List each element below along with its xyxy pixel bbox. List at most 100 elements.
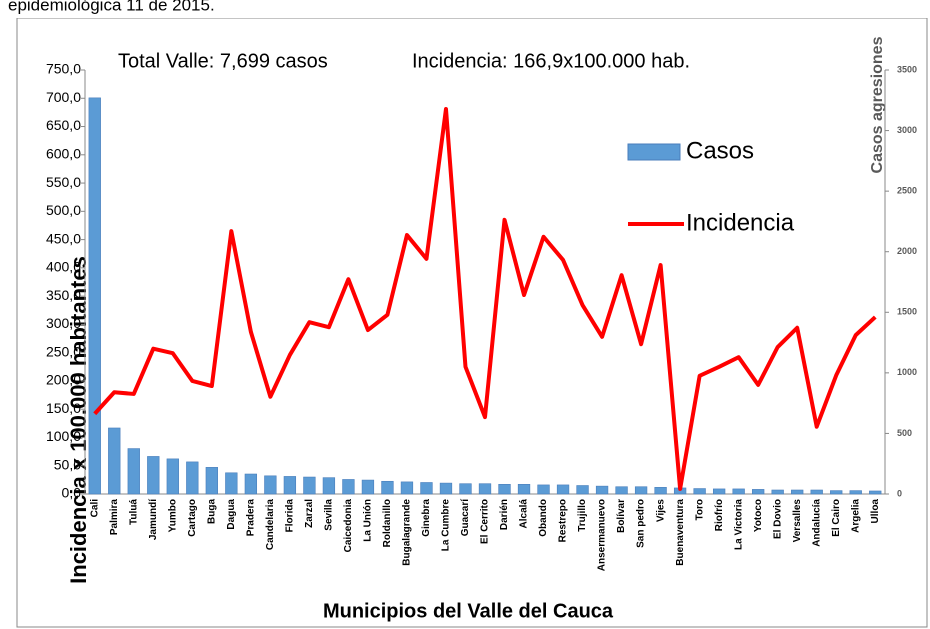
chart-title: Total Valle: 7,699 casos (118, 50, 328, 72)
x-tick-label: El Cerrito (480, 499, 491, 544)
bar (869, 490, 882, 495)
y-tick-label: 450,0 (46, 230, 81, 246)
y2-axis-title: Casos agresiones (869, 36, 886, 173)
bar (322, 477, 336, 495)
x-tick-label: Darién (499, 499, 510, 530)
x-tick-label: Ansermanuevo (597, 499, 608, 571)
bar (830, 490, 843, 495)
bar (88, 97, 101, 495)
bar (166, 458, 179, 495)
page-top (0, 0, 930, 18)
y-tick-label: 250,0 (46, 343, 81, 359)
x-tick-label: San pedro (636, 499, 647, 548)
y-tick-label: 650,0 (46, 117, 81, 133)
x-tick-label: La Victoria (733, 499, 744, 550)
bar (615, 486, 628, 495)
bar (459, 483, 472, 495)
bar (712, 488, 726, 495)
x-tick-label: Ulloa (870, 499, 881, 524)
y2-tick-label: 1500 (897, 307, 917, 317)
bar (400, 481, 414, 495)
bar (556, 484, 570, 495)
y2-tick-label: 0 (897, 488, 902, 498)
x-tick-label: Guacarí (460, 498, 471, 536)
y-tick-label: 750,0 (46, 61, 81, 77)
x-tick-label: El Dovio (772, 499, 783, 539)
bar (810, 489, 823, 495)
bar (576, 485, 589, 495)
x-tick-label: Candelaria (265, 499, 276, 551)
bar (537, 484, 550, 495)
x-tick-label: Buga (206, 499, 217, 524)
x-tick-label: Bolívar (616, 499, 627, 533)
x-tick-label: Roldanillo (382, 499, 393, 547)
bar (342, 479, 355, 495)
x-tick-label: Palmira (109, 499, 120, 536)
bar (264, 475, 277, 495)
legend-label: Incidencia (686, 209, 795, 236)
line (93, 107, 877, 491)
x-tick-label: Tuluá (128, 499, 139, 525)
y-tick-label: 300,0 (46, 315, 81, 331)
bar (420, 482, 433, 495)
x-tick-label: Trujillo (577, 499, 588, 532)
bar (634, 486, 648, 495)
y-tick-label: 100,0 (46, 428, 81, 444)
bar (478, 483, 492, 495)
x-tick-label: Toro (694, 499, 705, 520)
x-tick-label: Bugalagrande (402, 499, 413, 566)
x-tick-label: Riofrío (714, 499, 725, 531)
x-tick-label: Ginebra (421, 499, 432, 537)
y2-tick-label: 3000 (897, 125, 917, 135)
y-tick-label: 150,0 (46, 400, 81, 416)
y-tick-label: 350,0 (46, 287, 81, 303)
x-tick-label: Buenaventura (675, 499, 686, 566)
x-tick-label: Jamundí (148, 498, 159, 540)
bar (127, 448, 140, 495)
x-tick-label: El Cairo (831, 499, 842, 537)
x-tick-label: Pradera (245, 499, 256, 537)
x-tick-label: Zarzal (304, 499, 315, 528)
chart-frame (16, 17, 928, 628)
x-tick-label: Alcalá (519, 499, 530, 529)
bar (147, 456, 160, 495)
x-tick-label: Caicedonia (343, 499, 354, 553)
bar (732, 488, 745, 495)
y-tick-label: 500,0 (46, 202, 81, 218)
legend-swatch (627, 143, 681, 161)
y-tick-label: 400,0 (46, 259, 81, 275)
y-tick-label: 600,0 (46, 146, 81, 162)
y2-tick-label: 2000 (897, 246, 917, 256)
bar (205, 467, 218, 495)
y2-tick-label: 2500 (897, 186, 917, 196)
y-tick-label: 50,0 (54, 456, 81, 472)
legend-label: Casos (686, 137, 754, 164)
bar (225, 472, 238, 495)
bar (752, 489, 765, 495)
y-tick-label: 550,0 (46, 174, 81, 190)
bar (654, 487, 667, 495)
bar (498, 484, 511, 495)
x-tick-label: Obando (538, 499, 549, 537)
x-tick-label: Cartago (187, 499, 198, 537)
chart-subtitle: Incidencia: 166,9x100.000 hab. (412, 50, 690, 72)
x-tick-label: Florida (285, 499, 296, 533)
x-tick-label: Sevilla (324, 499, 335, 531)
x-tick-label: Argelia (850, 499, 861, 533)
x-tick-label: Dagua (226, 499, 237, 530)
y2-tick-label: 3500 (897, 64, 917, 74)
bar (439, 482, 453, 495)
bar (771, 489, 784, 495)
bar (693, 488, 706, 495)
y-axis-title: Incidencia x 100.000 habitantes (66, 256, 91, 584)
x-tick-label: Yotoco (753, 499, 764, 532)
bar (791, 489, 804, 495)
x-tick-label: Yumbo (167, 499, 178, 532)
y2-tick-label: 500 (897, 428, 912, 438)
y-tick-label: 200,0 (46, 372, 81, 388)
bar (244, 473, 258, 495)
bar (517, 484, 531, 495)
bar (283, 476, 297, 495)
